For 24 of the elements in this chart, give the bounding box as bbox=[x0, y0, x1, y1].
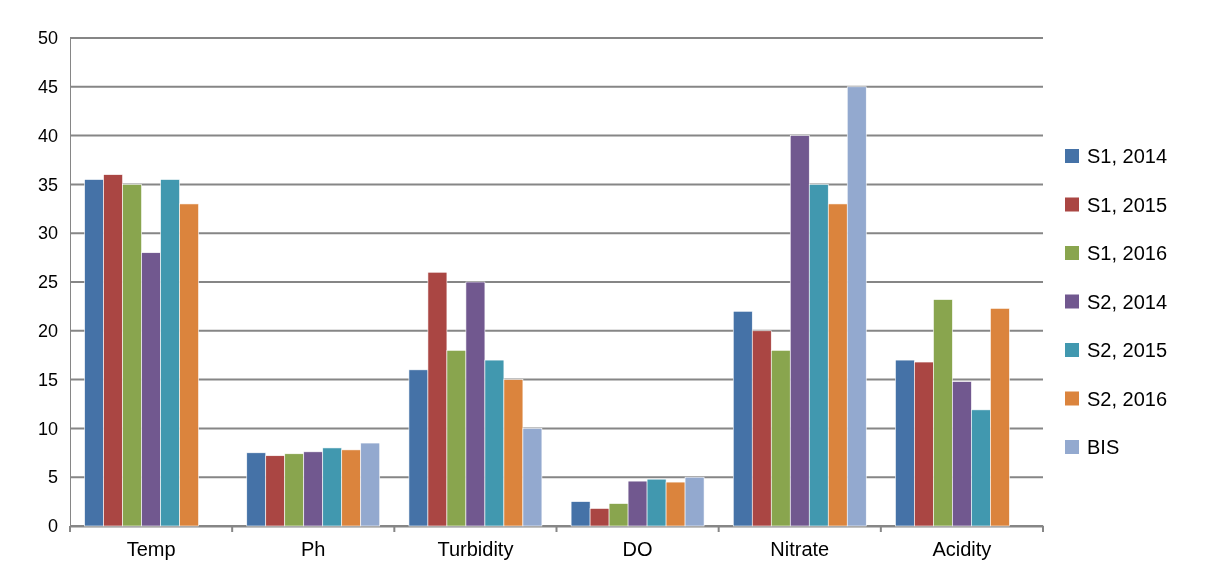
legend-label: S1, 2016 bbox=[1087, 242, 1168, 264]
y-tick-label: 15 bbox=[37, 369, 58, 390]
x-tick-label: Acidity bbox=[932, 538, 992, 561]
legend-label: S2, 2015 bbox=[1087, 339, 1168, 361]
x-tick-label: Turbidity bbox=[437, 538, 514, 561]
legend-label: S2, 2016 bbox=[1087, 387, 1168, 410]
y-tick-label: 20 bbox=[37, 321, 58, 342]
x-tick-label: Temp bbox=[126, 538, 176, 561]
x-tick-label: Ph bbox=[301, 538, 326, 561]
y-tick-label: 40 bbox=[37, 125, 58, 146]
x-tick-label: Nitrate bbox=[770, 538, 830, 561]
y-tick-label: 25 bbox=[37, 272, 58, 293]
y-tick-label: 0 bbox=[47, 516, 58, 537]
y-tick-label: 30 bbox=[37, 223, 58, 244]
y-tick-label: 5 bbox=[47, 467, 58, 488]
x-tick-label: DO bbox=[622, 538, 653, 561]
legend-label: BIS bbox=[1087, 436, 1120, 458]
legend-label: S1, 2014 bbox=[1087, 145, 1168, 167]
legend-label: S2, 2014 bbox=[1087, 290, 1168, 313]
y-tick-label: 35 bbox=[37, 174, 58, 195]
y-tick-label: 50 bbox=[37, 28, 58, 49]
y-tick-label: 45 bbox=[37, 77, 58, 98]
legend-label: S1, 2015 bbox=[1087, 193, 1168, 216]
y-tick-label: 10 bbox=[37, 418, 58, 439]
